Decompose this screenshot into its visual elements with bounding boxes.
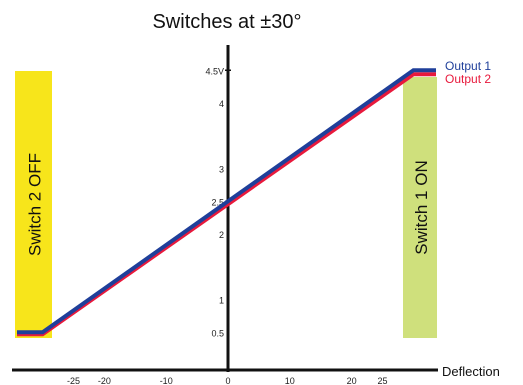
x-axis-label: Deflection: [442, 364, 500, 379]
y-tick-label: 4: [219, 99, 224, 109]
x-tick-label: 20: [347, 376, 357, 385]
y-tick-label: 2: [219, 230, 224, 240]
band-label-2: Switch 1 ON: [412, 160, 431, 254]
x-tick-label: -25: [67, 376, 80, 385]
x-tick-label: -10: [160, 376, 173, 385]
legend-label-2: Output 2: [445, 72, 491, 86]
x-tick-label: -20: [98, 376, 111, 385]
x-tick-label: 25: [377, 376, 387, 385]
band-label-1: Switch 2 OFF: [26, 153, 45, 256]
y-tick-label: 3: [219, 165, 224, 175]
y-tick-label: 1: [219, 296, 224, 306]
y-tick-label: 2.5: [211, 197, 224, 207]
series-line-1: [17, 68, 436, 335]
y-tick-label: 4.5V: [205, 66, 224, 76]
band-1: [15, 71, 52, 338]
chart-title: Switches at ±30°: [152, 11, 301, 33]
legend-label-1: Output 1: [445, 59, 491, 73]
band-2: [403, 77, 437, 338]
x-tick-label: 10: [285, 376, 295, 385]
x-tick-label: 0: [225, 376, 230, 385]
y-tick-label: 0.5: [211, 328, 224, 338]
